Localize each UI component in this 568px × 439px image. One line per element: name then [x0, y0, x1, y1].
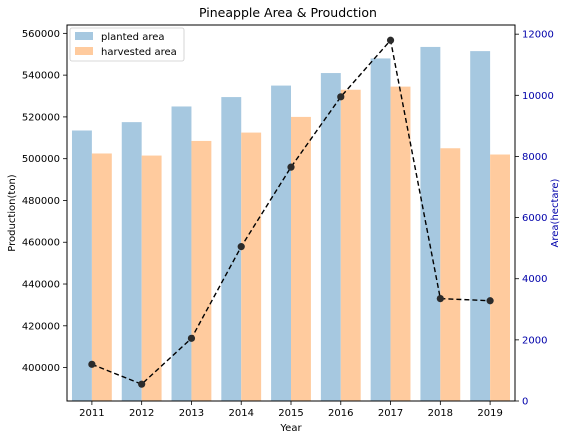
bar-planted-2015 — [271, 85, 291, 402]
line-point-2011 — [88, 360, 96, 368]
y-left-tick-label: 460000 — [22, 238, 60, 249]
line-point-2015 — [287, 163, 295, 171]
line-series — [88, 36, 494, 388]
chart-title: Pineapple Area & Proudction — [199, 5, 377, 20]
line-point-2018 — [436, 294, 444, 303]
bar-harvested-2019 — [490, 154, 511, 401]
x-tick-label: 2016 — [328, 408, 353, 419]
bar-harvested-2017 — [390, 86, 411, 401]
legend-box — [69, 27, 185, 62]
x-tick-label: 2011 — [79, 408, 104, 419]
y-axis-left: 400000 420000 440000 460000 480000 500000 5200… — [22, 29, 67, 374]
bar-planted-2011 — [71, 130, 92, 401]
legend-label-harvested: harvested area — [101, 47, 177, 58]
y-left-tick-label: 400000 — [22, 363, 60, 374]
y-left-tick-label: 560000 — [22, 29, 60, 40]
y-right-tick-label: 10000 — [522, 91, 554, 102]
y-left-tick-label: 420000 — [22, 321, 60, 332]
line-point-2013 — [187, 334, 196, 342]
legend-swatch-planted — [75, 32, 93, 40]
bar-planted-2016 — [320, 73, 341, 402]
y-left-tick-label: 440000 — [22, 280, 60, 291]
bar-harvested-2016 — [340, 89, 361, 401]
line-point-2014 — [237, 243, 245, 251]
legend-swatch-harvested — [75, 47, 93, 55]
x-tick-label: 2012 — [129, 408, 154, 419]
bar-planted-2012 — [121, 122, 142, 401]
bar-harvested-2014 — [241, 132, 262, 402]
bar-planted-2018 — [420, 46, 441, 401]
x-tick-label: 2014 — [228, 408, 253, 419]
y-right-tick-label: 12000 — [522, 30, 554, 41]
y-right-tick-label: 6000 — [522, 213, 547, 224]
y-right-tick-label: 2000 — [522, 335, 547, 346]
y-right-tick-label: 4000 — [522, 274, 547, 285]
x-tick-label: 2018 — [428, 408, 453, 419]
x-axis: 2011 2012 2013 2014 2015 2016 2017 2018 2019 — [79, 401, 503, 419]
bar-harvested-2011 — [91, 153, 112, 401]
area-line — [91, 38, 491, 386]
bar-planted-2014 — [221, 97, 242, 402]
bar-harvested-2018 — [440, 148, 461, 401]
y-left-tick-label: 480000 — [22, 196, 60, 207]
y-axis-left-label: Production(ton) — [7, 174, 18, 251]
y-left-tick-label: 540000 — [22, 71, 60, 82]
bar-planted-2017 — [370, 58, 391, 402]
bar-planted-2013 — [171, 106, 192, 401]
y-left-tick-label: 520000 — [22, 112, 60, 123]
bar-group — [71, 46, 511, 402]
y-axis-right-label: Area(hectare) — [550, 178, 561, 247]
line-point-2016 — [337, 93, 345, 101]
y-right-tick-label: 0 — [522, 397, 528, 408]
legend-label-planted: planted area — [101, 32, 165, 43]
bar-harvested-2015 — [291, 116, 311, 402]
y-right-tick-label: 8000 — [522, 152, 547, 163]
line-point-2012 — [138, 380, 146, 388]
x-tick-label: 2013 — [179, 408, 204, 419]
y-left-tick-label: 500000 — [22, 154, 60, 165]
legend: planted area harvested area — [69, 27, 185, 62]
bar-planted-2019 — [470, 51, 491, 401]
x-tick-label: 2017 — [378, 408, 403, 419]
bar-harvested-2012 — [141, 155, 162, 401]
bar-harvested-2013 — [191, 140, 212, 401]
x-axis-label: Year — [279, 423, 302, 434]
x-tick-label: 2019 — [477, 408, 502, 419]
line-point-2017 — [386, 36, 395, 44]
line-point-2019 — [486, 297, 494, 305]
x-tick-label: 2015 — [278, 408, 303, 419]
y-axis-right: 0 2000 4000 6000 8000 10000 12000 — [515, 30, 554, 408]
